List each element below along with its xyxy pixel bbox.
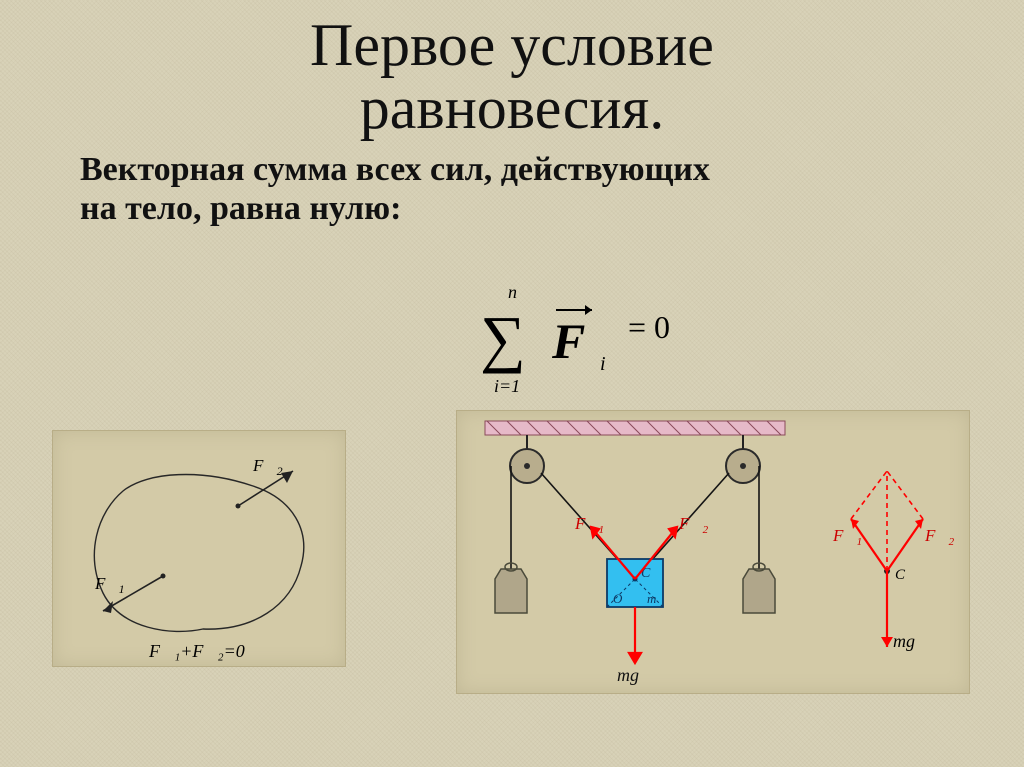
f1-label: F⃗1	[94, 574, 125, 596]
formula-sum: n ∑ i=1 F i = 0	[480, 280, 780, 400]
ceiling-bar	[485, 421, 785, 435]
body-outline	[94, 475, 303, 632]
weight-left	[495, 563, 527, 613]
formula-eq-zero: = 0	[628, 309, 670, 345]
svg-text:mg⃗: mg⃗	[893, 631, 929, 651]
formula-vector-arrow-head	[585, 305, 592, 315]
title-line-1: Первое условие	[310, 12, 714, 78]
slide-subtitle: Векторная сумма всех сил, действующих на…	[0, 140, 1024, 228]
pulley-left	[510, 435, 544, 483]
svg-text:F⃗2: F⃗2	[924, 526, 955, 548]
body-f1-label: F⃗1	[574, 514, 604, 536]
title-line-2: равновесия.	[360, 75, 665, 141]
formula-sigma: ∑	[480, 303, 526, 374]
formula-sub-i: i	[600, 353, 606, 375]
slide-title: Первое условие равновесия.	[0, 0, 1024, 140]
parallelogram-c: C	[895, 567, 906, 583]
formula-lower: i=1	[494, 376, 520, 396]
weight-right	[743, 563, 775, 613]
formula-upper: n	[508, 282, 517, 302]
body-f2-label: F⃗2	[678, 514, 709, 536]
right-figure-svg: C O m F⃗1 F⃗2 mg⃗ C	[457, 411, 969, 693]
left-figure-svg: F⃗1 F⃗2 F⃗₁+F⃗₂=0	[53, 431, 345, 666]
vector-parallelogram: C F⃗1 F⃗2 mg⃗	[832, 471, 955, 651]
right-figure-panel: C O m F⃗1 F⃗2 mg⃗ C	[456, 410, 970, 694]
formula-F: F	[551, 313, 585, 369]
subtitle-line-1: Векторная сумма всех сил, действующих	[80, 151, 710, 188]
pulley-right	[726, 435, 760, 483]
body-mg-label: mg⃗	[617, 665, 653, 685]
sum-label: F⃗₁+F⃗₂=0	[148, 641, 245, 661]
subtitle-line-2: на тело, равна нулю:	[80, 190, 401, 227]
left-figure-panel: F⃗1 F⃗2 F⃗₁+F⃗₂=0	[52, 430, 346, 667]
f2-label: F⃗2	[252, 456, 283, 478]
label-o: O	[613, 591, 623, 606]
f1-arrowhead	[103, 601, 113, 613]
label-m: m	[647, 591, 656, 606]
